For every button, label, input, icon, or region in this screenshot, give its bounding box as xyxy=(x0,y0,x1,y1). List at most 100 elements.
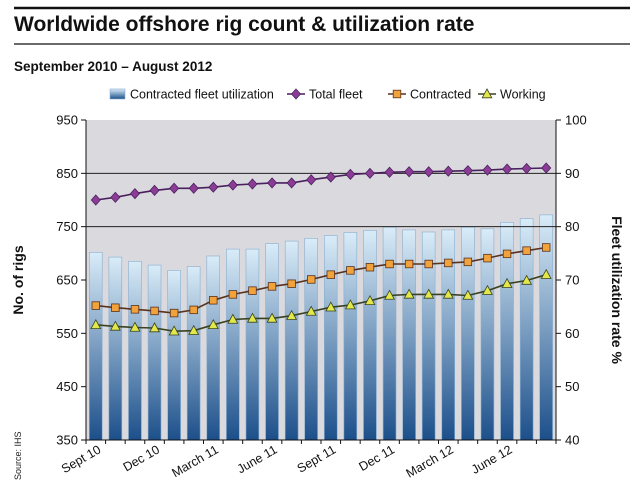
working-point xyxy=(149,322,161,333)
left-tick-label: 450 xyxy=(56,379,78,394)
working-point xyxy=(344,299,356,310)
utilization-bar xyxy=(186,266,201,441)
utilization-bar xyxy=(226,248,240,441)
chart-title: Worldwide offshore rig count & utilizati… xyxy=(14,13,474,36)
total-fleet-point xyxy=(462,165,473,177)
utilization-bar xyxy=(245,248,260,441)
total-fleet-point xyxy=(149,184,160,196)
total-fleet-point xyxy=(247,178,258,190)
total-fleet-point xyxy=(129,188,140,200)
utilization-bar xyxy=(363,230,377,441)
contracted-point xyxy=(307,275,316,284)
right-ticks: 100 90 80 70 60 50 40 xyxy=(556,113,587,448)
working-point xyxy=(286,309,298,320)
contracted-point xyxy=(130,305,140,314)
legend-swatch-contracted-fleet-utilization xyxy=(109,88,126,100)
utilization-bar xyxy=(382,226,397,441)
working-point xyxy=(207,318,219,330)
utilization-bar xyxy=(343,232,358,441)
working-point xyxy=(90,318,102,330)
working-point xyxy=(501,277,513,288)
total-fleet-point xyxy=(325,171,336,183)
contracted-point xyxy=(248,286,257,295)
right-tick-label: 60 xyxy=(565,326,579,341)
left-tick-label: 650 xyxy=(56,273,78,288)
working-point xyxy=(364,294,376,306)
total-fleet-point xyxy=(267,177,278,189)
working-point xyxy=(188,324,200,335)
total-fleet-point xyxy=(306,174,317,186)
total-fleet-point xyxy=(502,163,513,175)
x-tick-label: Sept 10 xyxy=(59,442,103,476)
total-fleet-point xyxy=(90,194,101,206)
legend-marker-contracted xyxy=(392,89,402,99)
x-tick-label: March 11 xyxy=(169,442,220,480)
working-point xyxy=(227,313,239,324)
working-point xyxy=(403,288,415,299)
x-tick-label: June 12 xyxy=(469,442,515,476)
contracted-point xyxy=(91,301,100,310)
x-tick-label: June 11 xyxy=(235,442,280,476)
contracted-point xyxy=(502,249,512,259)
right-tick-label: 40 xyxy=(565,433,579,448)
contracted-point xyxy=(365,262,375,272)
utilization-bar xyxy=(284,240,299,441)
legend-marker-total-fleet xyxy=(290,88,302,100)
total-fleet-point xyxy=(423,166,434,178)
utilization-bar xyxy=(265,243,279,441)
x-tick-label: Dec 11 xyxy=(356,442,397,473)
contracted-point xyxy=(424,259,433,269)
contracted-point xyxy=(209,296,218,305)
legend: Contracted fleet utilization Total fleet C… xyxy=(109,88,546,102)
utilization-bar xyxy=(206,255,221,441)
utilization-bar xyxy=(304,238,318,441)
total-fleet-point xyxy=(404,166,415,178)
contracted-point xyxy=(346,266,355,275)
total-fleet-point xyxy=(188,182,199,194)
total-fleet-point xyxy=(443,165,454,177)
legend-label-total-fleet: Total fleet xyxy=(309,88,363,102)
working-point xyxy=(423,288,435,299)
reference-lines xyxy=(86,172,556,228)
working-point xyxy=(109,320,121,331)
right-tick-label: 70 xyxy=(565,273,579,288)
working-point xyxy=(521,274,533,285)
total-fleet-point xyxy=(364,167,375,179)
total-fleet-point xyxy=(286,177,297,189)
legend-label-contracted-fleet-utilization: Contracted fleet utilization xyxy=(130,88,274,102)
total-fleet-point xyxy=(169,182,180,194)
total-fleet-point xyxy=(110,191,121,203)
right-tick-label: 90 xyxy=(565,166,579,181)
right-tick-label: 100 xyxy=(565,113,587,128)
left-tick-label: 550 xyxy=(56,326,78,341)
contracted-point xyxy=(267,282,277,291)
right-tick-label: 50 xyxy=(565,379,579,394)
working-point xyxy=(305,305,317,316)
contracted-point xyxy=(444,258,453,268)
working-point xyxy=(540,268,552,279)
contracted-point xyxy=(463,257,473,267)
contracted-point xyxy=(483,253,492,263)
utilization-bar xyxy=(167,270,181,441)
contracted-point xyxy=(228,290,238,299)
working-point xyxy=(481,284,493,295)
left-tick-label: 850 xyxy=(56,166,78,181)
legend-label-contracted: Contracted xyxy=(410,88,471,102)
utilization-bar xyxy=(323,235,338,441)
contracted-point xyxy=(111,303,120,312)
working-point xyxy=(266,312,278,323)
contracted-point xyxy=(542,243,551,252)
chart-subtitle: September 2010 – August 2012 xyxy=(14,59,212,74)
series-lines xyxy=(90,162,552,336)
left-tick-label: 750 xyxy=(56,219,78,234)
total-fleet-point xyxy=(345,168,356,180)
contracted-point xyxy=(150,306,159,316)
left-ticks: 950 850 750 650 550 450 350 xyxy=(56,113,86,448)
working-point xyxy=(129,321,141,332)
right-tick-label: 80 xyxy=(565,219,579,234)
total-fleet-point xyxy=(384,166,395,178)
utilization-bar xyxy=(147,264,162,441)
contracted-point xyxy=(287,279,296,288)
utilization-bar xyxy=(89,252,103,441)
working-point xyxy=(462,289,474,300)
